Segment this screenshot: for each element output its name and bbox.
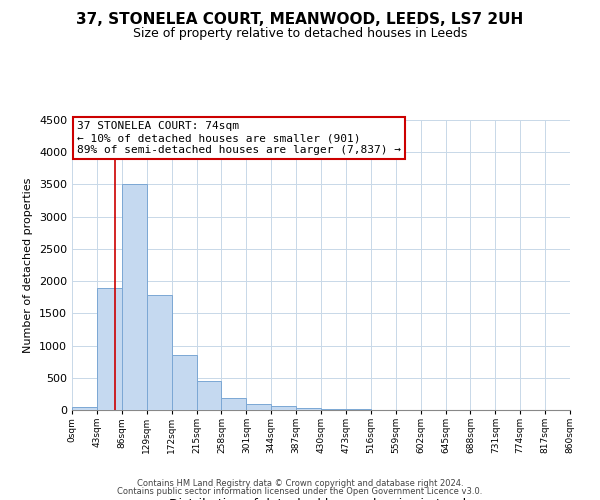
Text: Contains public sector information licensed under the Open Government Licence v3: Contains public sector information licen… — [118, 487, 482, 496]
Bar — [197, 381, 221, 410]
Y-axis label: Number of detached properties: Number of detached properties — [23, 178, 34, 352]
Text: Size of property relative to detached houses in Leeds: Size of property relative to detached ho… — [133, 28, 467, 40]
Bar — [346, 409, 371, 410]
Bar — [271, 406, 296, 410]
X-axis label: Distribution of detached houses by size in Leeds: Distribution of detached houses by size … — [169, 498, 473, 500]
Bar — [246, 404, 271, 410]
Bar — [97, 288, 122, 410]
Bar — [321, 408, 346, 410]
Bar — [221, 398, 247, 410]
Text: 37 STONELEA COURT: 74sqm
← 10% of detached houses are smaller (901)
89% of semi-: 37 STONELEA COURT: 74sqm ← 10% of detach… — [77, 122, 401, 154]
Bar — [172, 355, 197, 410]
Bar — [122, 184, 146, 410]
Text: 37, STONELEA COURT, MEANWOOD, LEEDS, LS7 2UH: 37, STONELEA COURT, MEANWOOD, LEEDS, LS7… — [76, 12, 524, 28]
Bar — [296, 408, 321, 410]
Bar — [146, 296, 172, 410]
Text: Contains HM Land Registry data © Crown copyright and database right 2024.: Contains HM Land Registry data © Crown c… — [137, 478, 463, 488]
Bar — [72, 407, 97, 410]
